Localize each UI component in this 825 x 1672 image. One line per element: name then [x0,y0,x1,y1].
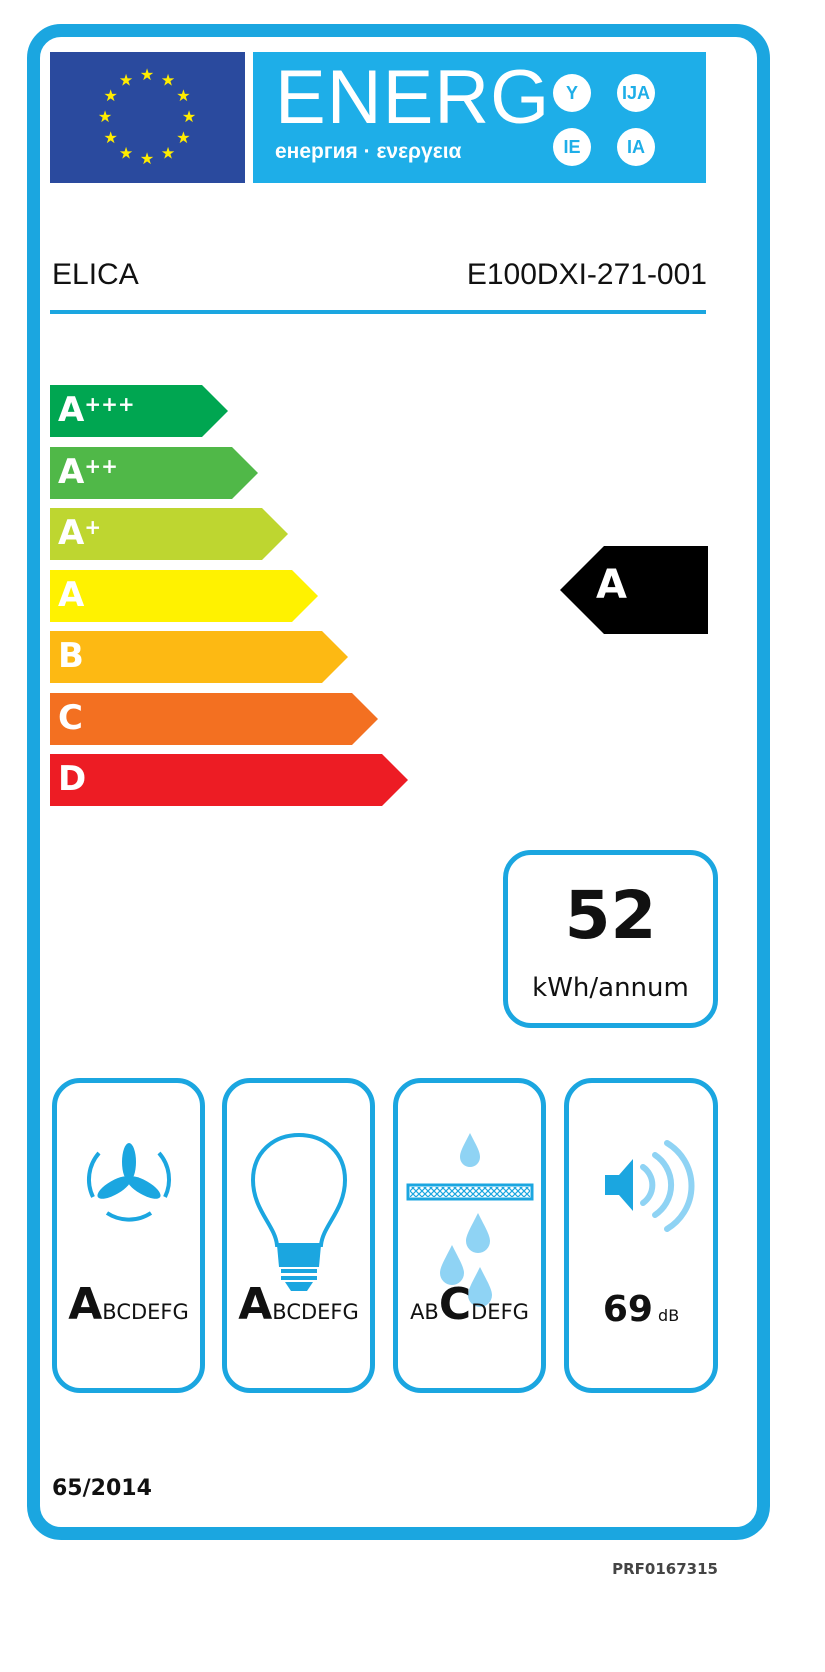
eu-flag: ★ ★ ★ ★ ★ ★ ★ ★ ★ ★ ★ ★ [50,52,245,183]
energy-consumption-unit: kWh/annum [532,973,689,1003]
energy-logo-banner: ENERG енергия · ενεργεια Y IJA IE IA [253,52,706,183]
efficiency-bar: B [50,631,348,683]
star-icon: ★ [140,149,154,168]
suffix-badge: IE [553,128,591,166]
speaker-noise-icon [605,1140,695,1232]
lighting-class: ABCDEFG [238,1279,359,1330]
energy-consumption-value: 52 [564,877,657,954]
star-icon: ★ [176,86,190,105]
regulation-number: 65/2014 [52,1476,152,1501]
efficiency-bar: C [50,692,378,745]
label-frame [27,24,770,1540]
model-identifier: E100DXI-271-001 [466,258,707,291]
rated-class-arrow: A [560,546,708,634]
fan-icon [87,1143,171,1222]
star-icon: ★ [182,107,196,126]
product-code: PRF0167315 [612,1560,718,1578]
efficiency-bar: A+ [50,508,288,560]
efficiency-bar: D [50,754,408,806]
suffix-badge: IA [617,128,655,166]
suffix-badge: IJA [617,74,655,112]
star-icon: ★ [119,71,133,90]
supplier-name: ELICA [52,258,139,291]
grease-filter-icon [406,1133,534,1307]
grease-filtering-box: ABCDEFG [393,1078,546,1393]
star-icon: ★ [103,128,117,147]
energy-consumption-box: 52 kWh/annum [503,850,718,1028]
efficiency-bar: A++ [50,446,258,499]
efficiency-bar: A+++ [50,385,228,437]
fluid-dynamic-efficiency-box: ABCDEFG [52,1078,205,1393]
star-icon: ★ [161,71,175,90]
efficiency-bar: A [50,569,318,622]
rated-class-letter: A [596,562,627,608]
logo-text: ENERG [275,55,551,140]
lighting-efficiency-box: ABCDEFG [222,1078,375,1393]
light-bulb-icon [250,1132,348,1291]
fluid-dynamic-class: ABCDEFG [68,1279,189,1330]
star-icon: ★ [103,86,117,105]
star-icon: ★ [119,143,133,162]
star-icon: ★ [140,65,154,84]
eu-stars-icon: ★ ★★★★★★★★★★★ [98,65,196,168]
noise-level: 69 dB [602,1289,680,1330]
suffix-badge: Y [553,74,591,112]
noise-box: 69 dB [564,1078,718,1393]
header-divider [50,310,706,314]
star-icon: ★ [98,107,112,126]
star-icon: ★ [176,128,190,147]
grease-filtering-class: ABCDEFG [410,1279,529,1330]
logo-subtitle: енергия · ενεργεια [275,140,462,163]
star-icon: ★ [161,143,175,162]
